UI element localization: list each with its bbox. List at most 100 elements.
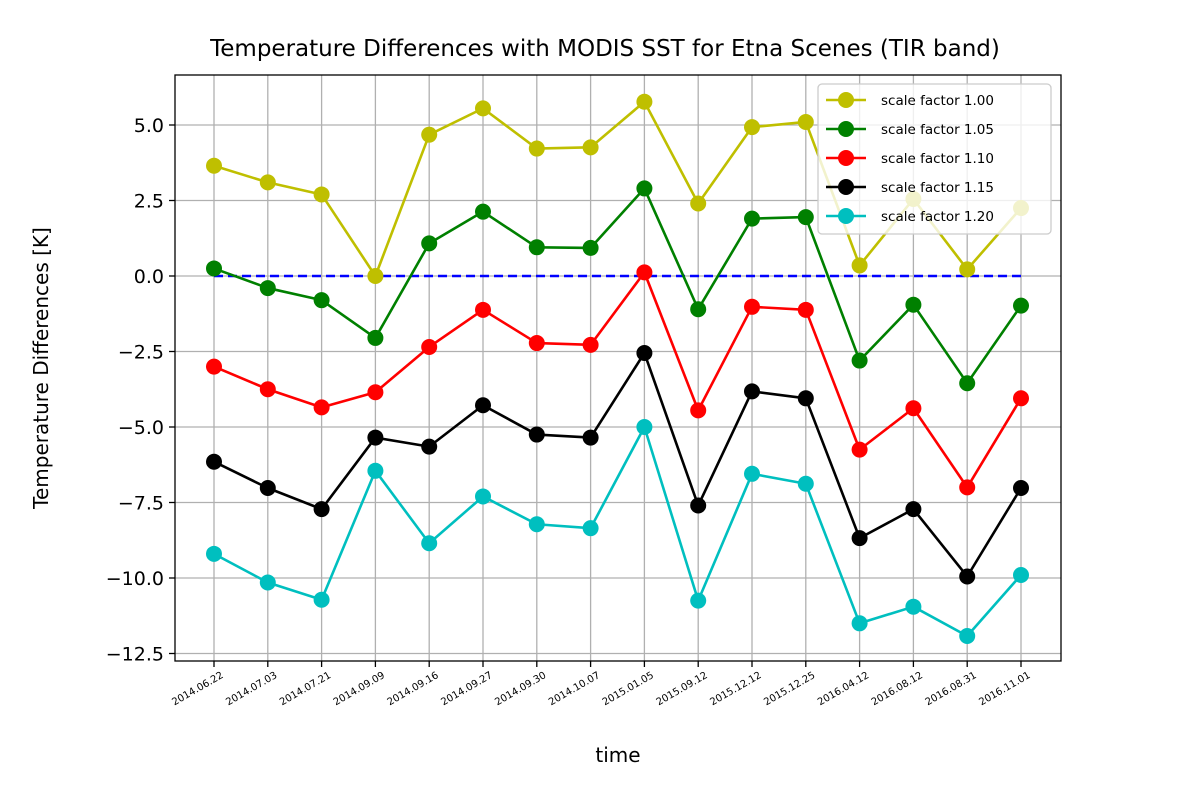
series-2-point	[582, 239, 599, 256]
series-1-point	[367, 268, 384, 284]
x-tick-label: 2016.11.01	[977, 670, 1032, 708]
series-3-point	[475, 301, 491, 318]
series-4-point	[905, 501, 922, 518]
series-2-point	[528, 239, 545, 256]
y-tick-label: −10.0	[106, 568, 164, 590]
x-tick-label: 2016.08.12	[870, 670, 925, 708]
series-4-point	[690, 497, 707, 514]
series-1-point	[797, 113, 814, 130]
series-5-point	[851, 615, 868, 632]
x-tick-label: 2015.12.12	[708, 670, 763, 708]
y-tick-label: −7.5	[118, 493, 164, 515]
legend-label: scale factor 1.00	[881, 93, 994, 109]
y-tick-label: −2.5	[118, 342, 164, 364]
x-tick-label: 2014.09.27	[439, 670, 494, 708]
series-2-point	[259, 280, 276, 297]
legend-label: scale factor 1.20	[881, 209, 994, 225]
x-tick-label: 2014.06.22	[170, 670, 225, 708]
series-4-point	[528, 426, 545, 443]
y-tick-label: −5.0	[118, 417, 164, 439]
legend-swatch-marker	[838, 179, 854, 195]
series-5-point	[744, 465, 760, 482]
series-4-point	[851, 530, 868, 547]
series-5-point	[367, 462, 384, 479]
series-4-point	[367, 429, 384, 446]
series-line-2	[213, 187, 1023, 385]
series-3-point	[959, 479, 976, 496]
x-tick-label: 2014.07.03	[224, 670, 279, 708]
series-5-point	[421, 535, 438, 552]
series-3-point	[636, 264, 653, 281]
axes-frame	[174, 74, 1062, 662]
series-1-point	[690, 195, 707, 212]
x-tick-label: 2015.01.05	[601, 670, 656, 708]
series-3-point	[1013, 390, 1029, 407]
series-1-point	[313, 186, 330, 203]
x-tick-label: 2015.09.12	[655, 670, 710, 708]
x-tick-label: 2014.09.09	[332, 670, 387, 708]
series-1-point	[206, 157, 222, 174]
series-3-point	[421, 338, 438, 355]
series-1-point	[421, 126, 438, 143]
series-4-point	[959, 568, 976, 585]
series-3-point	[259, 381, 276, 398]
legend-label: scale factor 1.10	[881, 151, 994, 167]
series-4-point	[259, 480, 276, 497]
legend-swatch-marker	[838, 208, 854, 224]
series-3-point	[744, 298, 760, 315]
series-5-point	[582, 520, 599, 537]
series-4-point	[313, 501, 330, 518]
chart-title: Temperature Differences with MODIS SST f…	[209, 36, 1000, 62]
series-5-point	[905, 598, 922, 615]
legend-label: scale factor 1.05	[881, 122, 994, 138]
series-5-point	[1013, 566, 1029, 583]
series-2-point	[1013, 297, 1029, 314]
series-4-point	[636, 345, 653, 362]
series-2-point	[475, 203, 491, 220]
x-tick-label: 2015.12.25	[762, 670, 817, 708]
series-2-point	[206, 260, 222, 277]
series-1-point	[259, 174, 276, 191]
series-2-point	[421, 235, 438, 252]
series-3-point	[690, 402, 707, 419]
series-4-point	[744, 383, 760, 400]
series-2-point	[313, 292, 330, 309]
x-tick-label: 2014.09.16	[386, 670, 441, 708]
series-5-point	[690, 592, 707, 609]
series-2-point	[959, 375, 976, 392]
legend-swatch-marker	[838, 121, 854, 137]
series-1-point	[528, 140, 545, 157]
series-4-point	[421, 438, 438, 455]
series-2-point	[851, 352, 868, 369]
series-4-point	[797, 390, 814, 407]
series-3-point	[313, 399, 330, 416]
series-5-point	[206, 545, 222, 562]
x-tick-label: 2014.09.30	[493, 670, 548, 708]
x-tick-label: 2016.08.31	[924, 670, 979, 708]
series-1-point	[475, 100, 491, 117]
y-axis: 5.0 2.5 0.0 −2.5 −5.0 −7.5 −10.0 −12.5	[106, 115, 175, 666]
series-3-point	[528, 335, 545, 352]
x-tick-label: 2016.04.12	[816, 670, 871, 708]
series-3-point	[206, 358, 222, 375]
x-axis-label: time	[595, 743, 640, 767]
series-2-point	[905, 296, 922, 313]
series-3-point	[367, 384, 384, 401]
series-1-point	[636, 93, 653, 110]
series-line-4	[213, 351, 1023, 578]
series-1-point	[959, 261, 976, 278]
series-1-point	[582, 139, 599, 156]
series-5-point	[959, 627, 976, 644]
legend-swatch-marker	[838, 92, 854, 108]
plot-area	[206, 93, 1029, 644]
y-tick-label: 2.5	[134, 191, 164, 213]
series-2-point	[797, 209, 814, 226]
legend: scale factor 1.00 scale factor 1.05 scale …	[817, 83, 1052, 235]
y-tick-label: 0.0	[134, 266, 164, 288]
series-5-point	[475, 488, 491, 505]
y-tick-label: 5.0	[134, 115, 164, 137]
series-4-point	[582, 429, 599, 446]
series-line-5	[213, 425, 1022, 638]
series-3-point	[851, 441, 868, 458]
legend-label: scale factor 1.15	[881, 180, 994, 196]
